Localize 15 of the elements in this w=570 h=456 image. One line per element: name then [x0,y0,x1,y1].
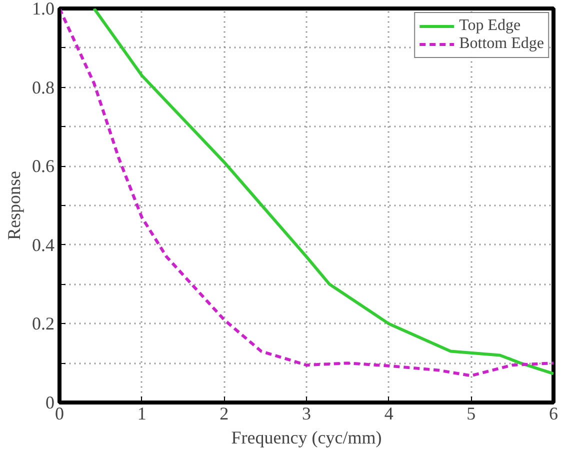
x-tick-label: 2 [220,404,229,424]
x-tick-label: 3 [302,404,311,424]
legend-label: Top Edge [459,17,521,35]
y-tick-label: 0.2 [32,314,54,334]
x-tick-label: 4 [384,404,394,424]
x-tick-label: 5 [466,404,476,424]
y-axis-title: Response [4,170,24,240]
y-tick-label: 0.6 [32,156,54,176]
y-tick-label: 0.4 [32,234,54,255]
legend-label: Bottom Edge [459,35,544,53]
y-tick-label: 0.8 [32,77,54,98]
x-tick-label: 1 [137,404,146,424]
x-axis-title: Frequency (cyc/mm) [231,428,382,448]
y-tick-label: 1.0 [32,0,54,18]
x-tick-label: 6 [549,404,558,424]
